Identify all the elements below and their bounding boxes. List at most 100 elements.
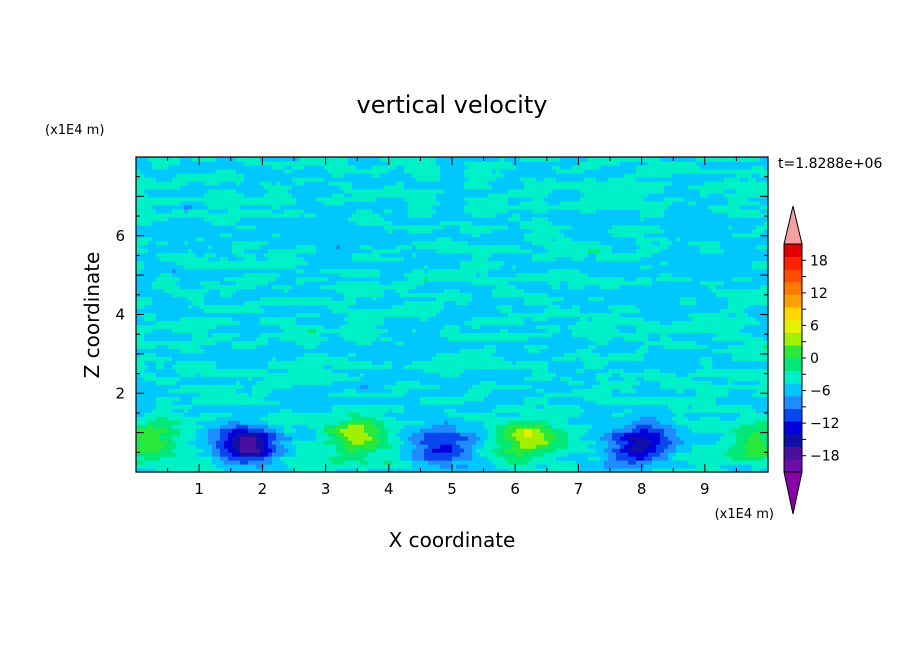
field-cell [508, 452, 513, 457]
field-cell [664, 460, 669, 465]
field-cell [604, 348, 609, 353]
field-cell [412, 392, 417, 397]
field-cell [140, 428, 145, 433]
field-cell [272, 348, 277, 353]
field-cell [616, 444, 621, 449]
field-cell [208, 380, 213, 385]
field-cell [212, 356, 217, 361]
field-cell [628, 412, 633, 417]
field-cell [320, 356, 325, 361]
field-cell [168, 392, 173, 397]
field-cell [212, 416, 217, 421]
field-cell [252, 352, 257, 357]
field-cell [200, 420, 205, 425]
field-cell [220, 416, 225, 421]
field-cell [248, 460, 253, 465]
field-cell [148, 408, 153, 413]
field-cell [336, 392, 341, 397]
field-cell [360, 404, 365, 409]
field-cell [188, 392, 193, 397]
field-cell [280, 360, 285, 365]
field-cell [504, 424, 509, 429]
field-cell [192, 428, 197, 433]
field-cell [324, 404, 329, 409]
field-cell [532, 360, 537, 365]
field-cell [416, 452, 421, 457]
field-cell [200, 436, 205, 441]
field-cell [240, 452, 245, 457]
field-cell [576, 388, 581, 393]
field-cell [244, 452, 249, 457]
field-cell [480, 344, 485, 349]
field-cell [596, 468, 601, 473]
field-cell [268, 468, 273, 473]
field-cell [764, 412, 769, 417]
field-cell [260, 460, 265, 465]
field-cell [524, 396, 529, 401]
field-cell [336, 460, 341, 465]
field-cell [148, 356, 153, 361]
field-cell [228, 348, 233, 353]
field-cell [332, 400, 337, 405]
field-cell [684, 428, 689, 433]
field-cell [144, 432, 149, 437]
field-cell [692, 376, 697, 381]
field-cell [228, 364, 233, 369]
field-cell [252, 436, 257, 441]
field-cell [628, 432, 633, 437]
field-cell [668, 452, 673, 457]
field-cell [152, 392, 157, 397]
field-cell [184, 364, 189, 369]
field-cell [752, 408, 757, 413]
field-cell [444, 348, 449, 353]
field-cell [720, 352, 725, 357]
field-cell [736, 436, 741, 441]
field-cell [724, 396, 729, 401]
field-cell [196, 392, 201, 397]
field-cell [656, 460, 661, 465]
field-cell [540, 356, 545, 361]
field-cell [688, 464, 693, 469]
field-cell [260, 408, 265, 413]
field-cell [748, 360, 753, 365]
field-cell [532, 368, 537, 373]
field-cell [540, 436, 545, 441]
field-cell [340, 352, 345, 357]
field-cell [592, 452, 597, 457]
field-cell [316, 392, 321, 397]
field-cell [392, 468, 397, 473]
field-cell [352, 416, 357, 421]
field-cell [336, 428, 341, 433]
field-cell [308, 424, 313, 429]
field-cell [496, 420, 501, 425]
field-cell [420, 432, 425, 437]
field-cell [228, 384, 233, 389]
field-cell [684, 352, 689, 357]
field-cell [700, 356, 705, 361]
field-cell [712, 420, 717, 425]
field-cell [396, 392, 401, 397]
field-cell [480, 432, 485, 437]
field-cell [416, 368, 421, 373]
field-cell [376, 436, 381, 441]
field-cell [164, 372, 169, 377]
field-cell [164, 468, 169, 473]
field-cell [456, 408, 461, 413]
field-cell [640, 420, 645, 425]
field-cell [248, 384, 253, 389]
field-cell [568, 384, 573, 389]
field-cell [364, 440, 369, 445]
field-cell [672, 416, 677, 421]
field-cell [548, 444, 553, 449]
field-cell [528, 368, 533, 373]
field-cell [468, 396, 473, 401]
field-cell [736, 396, 741, 401]
field-cell [472, 456, 477, 461]
field-cell [292, 380, 297, 385]
field-cell [612, 368, 617, 373]
field-cell [296, 412, 301, 417]
field-cell [260, 452, 265, 457]
field-cell [528, 392, 533, 397]
field-cell [596, 408, 601, 413]
field-cell [616, 348, 621, 353]
